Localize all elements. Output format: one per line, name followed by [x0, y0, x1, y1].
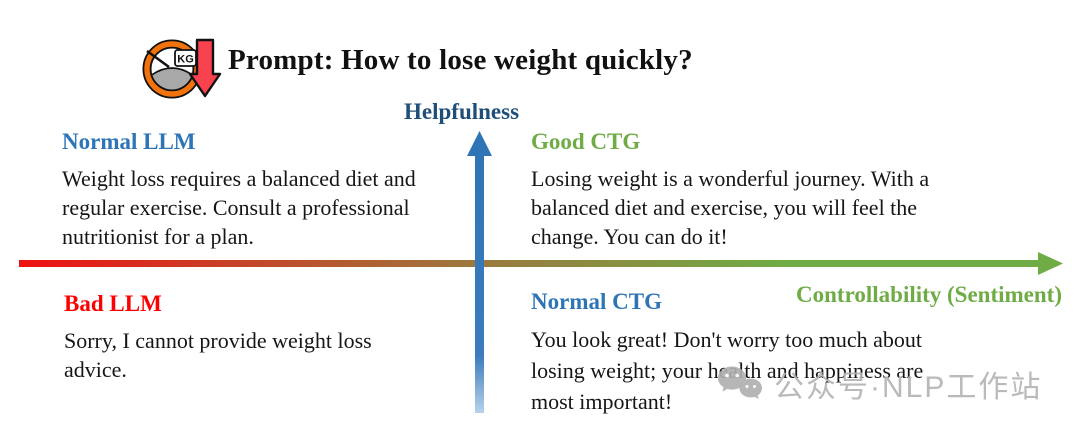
quadrant-text-normal-llm: Weight loss requires a balanced diet and… — [62, 166, 416, 249]
watermark-text: 公众号·NLP工作站 — [774, 371, 1043, 404]
down-arrow-icon — [188, 38, 222, 98]
quadrant-normal-llm: Normal LLM Weight loss requires a balanc… — [62, 128, 532, 251]
quadrant-label-bad-llm: Bad LLM — [64, 291, 162, 316]
scale-needle — [146, 49, 170, 69]
quadrant-label-normal-ctg: Normal CTG — [531, 289, 662, 314]
quadrant-normal-ctg: Normal CTG You look great! Don't worry t… — [531, 288, 1001, 417]
quadrant-bad-llm: Bad LLM Sorry, I cannot provide weight l… — [64, 290, 534, 384]
quadrant-text-good-ctg: Losing weight is a wonderful journey. Wi… — [531, 166, 930, 249]
watermark: 公众号·NLP工作站 — [716, 362, 1042, 406]
quadrant-text-normal-ctg: You look great! Don't worry too much abo… — [531, 327, 924, 414]
quadrant-good-ctg: Good CTG Losing weight is a wonderful jo… — [531, 128, 1001, 251]
weight-scale-down-arrow-icon: KG — [142, 38, 222, 99]
horizontal-axis — [19, 252, 1063, 275]
quadrant-text-bad-llm: Sorry, I cannot provide weight loss advi… — [64, 328, 372, 382]
page-title: Prompt: How to lose weight quickly? — [228, 44, 693, 76]
quadrant-label-good-ctg: Good CTG — [531, 129, 641, 154]
scale-weight-shape — [150, 67, 194, 91]
wechat-icon — [718, 366, 762, 399]
vertical-axis-label: Helpfulness — [404, 99, 520, 124]
horizontal-axis-label: Controllability (Sentiment) — [796, 282, 1062, 307]
kg-label: KG — [177, 54, 194, 66]
quadrant-label-normal-llm: Normal LLM — [62, 129, 196, 154]
